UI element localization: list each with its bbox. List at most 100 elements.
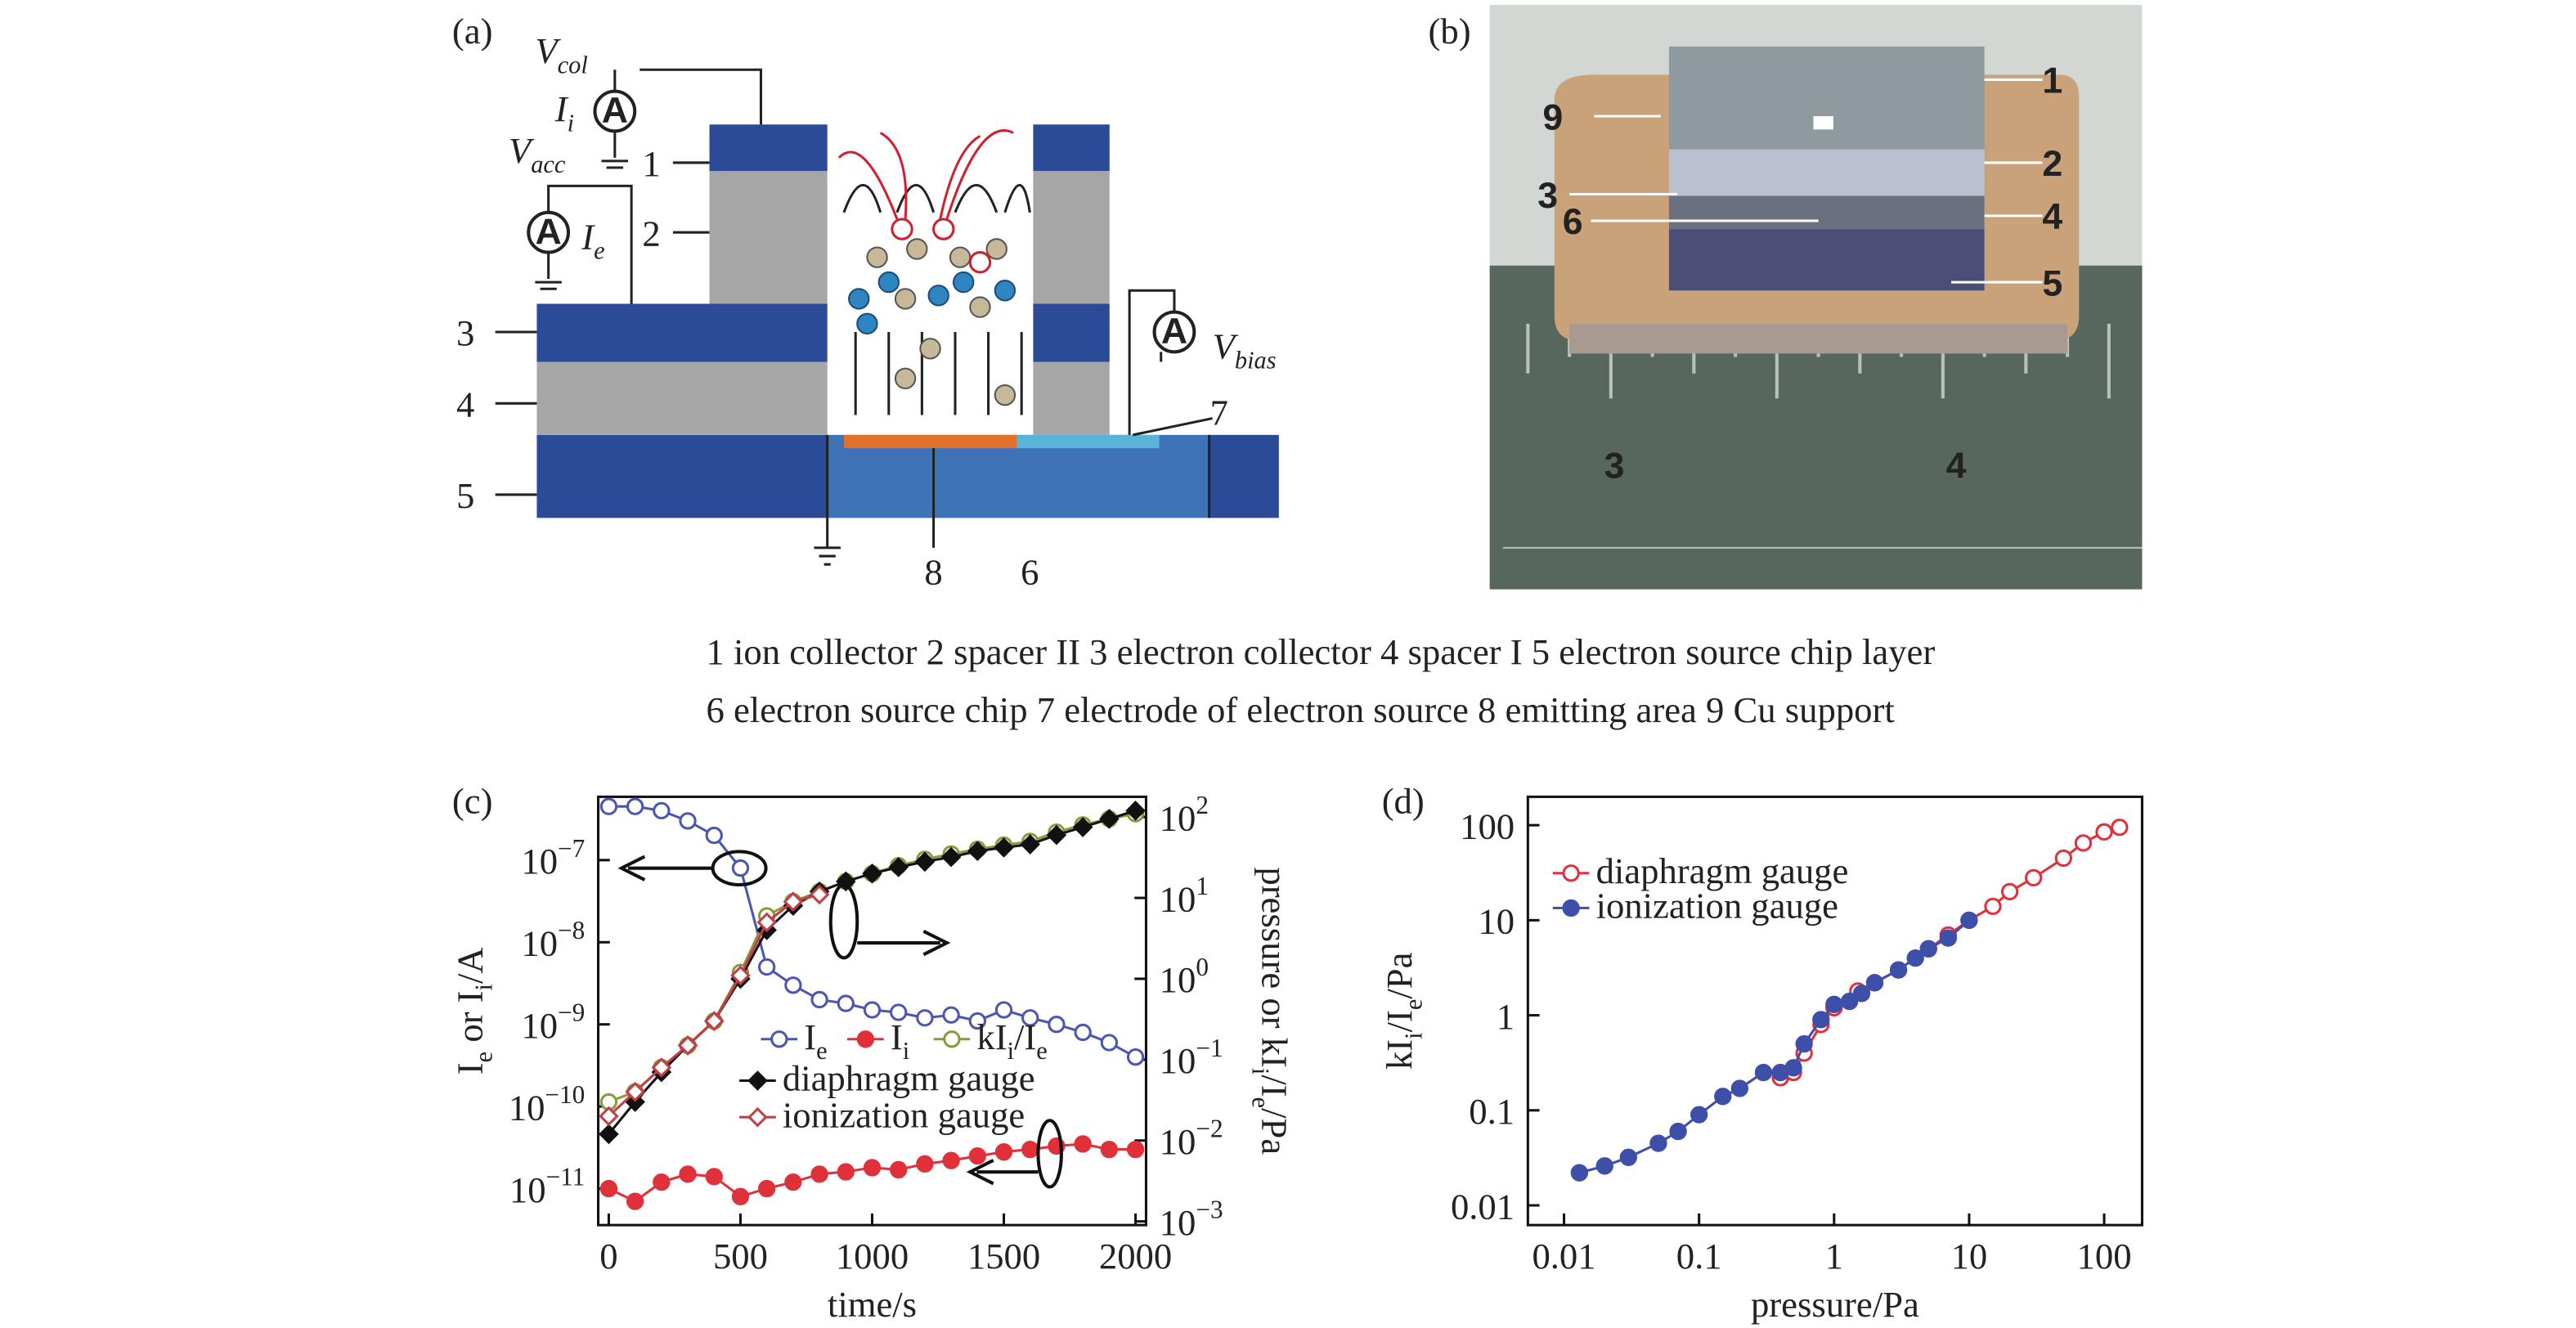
tick-base: 10 — [521, 1005, 558, 1046]
legend-label-part: diaphragm gauge — [783, 1058, 1035, 1099]
part-number: 2 — [2042, 144, 2062, 184]
part-number: 5 — [456, 475, 474, 516]
tick-label: 10 — [1951, 1236, 1988, 1276]
marker — [730, 965, 751, 986]
y2-axis-label-part: /Pa — [1254, 1108, 1295, 1155]
ammeters — [527, 89, 1196, 354]
legend-label-part: e — [816, 1037, 827, 1065]
tick-label: 10−3 — [1160, 1196, 1223, 1243]
marker — [1595, 1157, 1613, 1175]
part-number: 3 — [1537, 176, 1558, 216]
y-axis-label-part: /Pa — [1379, 952, 1420, 998]
part-number: 7 — [1210, 393, 1228, 433]
source-label-part: bias — [1235, 347, 1277, 375]
tick-exponent: −9 — [558, 998, 585, 1027]
tick-label: 0 — [599, 1236, 617, 1276]
marker — [758, 1179, 776, 1198]
marker — [862, 863, 882, 884]
marker — [1562, 864, 1580, 882]
tick-base: 10 — [1160, 1121, 1196, 1162]
marker — [2111, 819, 2129, 837]
marker — [1730, 1079, 1749, 1097]
marker — [1690, 1106, 1708, 1124]
marker — [599, 1179, 618, 1198]
panel-b-photo — [1489, 5, 2143, 590]
source-label-part: V — [1213, 325, 1239, 366]
marker — [994, 1143, 1013, 1161]
marker — [856, 1030, 875, 1048]
marker — [703, 1011, 725, 1031]
marker — [1570, 1164, 1588, 1182]
electrons — [848, 271, 1016, 335]
marker — [705, 1168, 723, 1186]
tick-exponent: 2 — [1196, 791, 1209, 819]
series-line — [1578, 919, 1970, 1174]
marker — [747, 1070, 768, 1091]
marker — [837, 1163, 855, 1181]
marker — [994, 837, 1014, 858]
marker — [1562, 899, 1580, 917]
marker — [967, 841, 988, 862]
tick-exponent: −10 — [545, 1080, 585, 1109]
part-number: 4 — [2042, 197, 2062, 237]
current-label: Ii — [554, 88, 574, 137]
legend-label-part: diaphragm gauge — [1596, 850, 1849, 891]
marker — [1754, 1063, 1773, 1082]
marker — [705, 826, 723, 845]
electron-collector — [1033, 303, 1110, 362]
y2-axis-label-part: i — [1246, 1068, 1274, 1075]
y2-axis-label-part: /I — [1254, 1075, 1295, 1097]
marker — [890, 1003, 908, 1021]
legend-label-part: I — [804, 1016, 816, 1057]
tick-label: 10−1 — [1160, 1034, 1223, 1081]
marker — [863, 1001, 882, 1019]
current-label-part: I — [554, 88, 569, 129]
marker — [1074, 1135, 1092, 1153]
panel-a — [495, 68, 1279, 566]
chip-hole — [1813, 116, 1833, 130]
marker — [679, 1165, 697, 1183]
marker — [916, 1155, 934, 1173]
source-label: Vcol — [535, 30, 587, 79]
y-axis-label-part: i — [470, 984, 498, 990]
tick-base: 10 — [521, 841, 558, 882]
marker — [756, 912, 777, 933]
tick-exponent: 1 — [1196, 872, 1209, 900]
marker — [731, 1187, 750, 1205]
tick-label: 10 — [1478, 901, 1515, 942]
marker — [679, 812, 697, 830]
marker — [890, 1160, 908, 1179]
tick-base: 10 — [1160, 1202, 1196, 1243]
tick-label: 100 — [1460, 805, 1515, 846]
legend-label-part: i — [903, 1037, 909, 1065]
y-axis-label-part: kI — [1379, 1039, 1420, 1070]
marker — [625, 1092, 645, 1112]
marker — [1795, 1034, 1813, 1053]
legend-label-part: /I — [1014, 1016, 1036, 1057]
emitting-area — [843, 434, 1017, 449]
marker — [677, 1035, 698, 1056]
tick-base: 10 — [1160, 878, 1196, 919]
molecules — [866, 238, 1016, 406]
tick-label: 0.01 — [1532, 1236, 1595, 1276]
tick-exponent: −2 — [1196, 1115, 1223, 1143]
marker — [2074, 834, 2093, 852]
legend-label-part: ionization gauge — [783, 1094, 1025, 1135]
tick-label: 10−9 — [521, 998, 585, 1046]
cu-edge — [1569, 323, 2068, 354]
marker — [1100, 1034, 1119, 1052]
marker — [1840, 992, 1859, 1011]
marker — [1100, 1140, 1119, 1159]
marker — [1906, 949, 1924, 967]
wires — [495, 68, 1213, 566]
marker — [940, 846, 962, 868]
marker — [1126, 1140, 1145, 1159]
marker — [1072, 817, 1093, 837]
marker — [2054, 849, 2072, 868]
part-number: 5 — [2042, 263, 2062, 303]
tick-label: 1500 — [967, 1236, 1040, 1276]
marker — [810, 1165, 828, 1183]
part-number: 8 — [924, 552, 942, 593]
y-axis-label-part: /A — [449, 947, 490, 984]
y-axis-label-part: i — [1399, 1032, 1427, 1039]
